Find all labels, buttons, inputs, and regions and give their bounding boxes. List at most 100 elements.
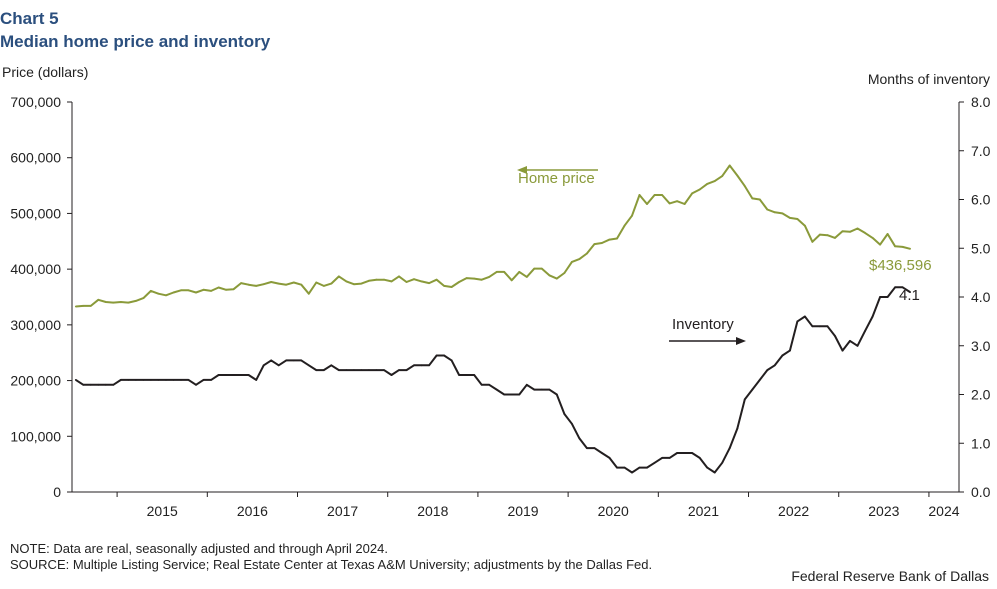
inventory-point bbox=[894, 286, 896, 289]
inventory-point bbox=[217, 374, 220, 376]
inventory-point bbox=[255, 379, 258, 381]
x-axis-tick-label: 2023 bbox=[868, 503, 899, 519]
home-price-points bbox=[74, 164, 911, 308]
home-price-point bbox=[743, 185, 746, 188]
home-price-point bbox=[210, 290, 213, 292]
right-axis-tick-label: 3.0 bbox=[971, 338, 991, 354]
home-price-point bbox=[277, 282, 280, 285]
home-price-point bbox=[563, 272, 566, 274]
inventory-point bbox=[368, 369, 370, 371]
inventory-point bbox=[871, 315, 874, 318]
inventory-point bbox=[165, 379, 167, 381]
inventory-point bbox=[428, 364, 430, 367]
x-axis-ticks: 2015 2016 2017 2018 2019 2020 2021 2022 2023 2024 bbox=[116, 492, 960, 519]
home-price-point bbox=[909, 247, 911, 250]
left-axis-tick-label: 100,000 bbox=[10, 428, 61, 444]
home-price-point bbox=[653, 194, 656, 196]
left-axis-title: Price (dollars) bbox=[2, 64, 88, 80]
home-price-point bbox=[262, 283, 265, 286]
home-price-point bbox=[601, 242, 603, 244]
home-price-point bbox=[390, 280, 393, 283]
inventory-point bbox=[518, 393, 521, 396]
home-price-point bbox=[375, 278, 378, 281]
inventory-series-line bbox=[75, 286, 911, 474]
home-price-point bbox=[721, 175, 724, 178]
inventory-point bbox=[195, 383, 197, 386]
inventory-point bbox=[676, 452, 678, 454]
inventory-point bbox=[503, 393, 506, 396]
home-price-point bbox=[503, 271, 506, 273]
inventory-end-label: 4.1 bbox=[899, 287, 920, 304]
inventory-point bbox=[405, 369, 408, 371]
home-price-point bbox=[187, 289, 190, 292]
home-price-point bbox=[112, 301, 115, 304]
home-price-point bbox=[811, 240, 814, 243]
inventory-point bbox=[104, 383, 107, 386]
inventory-point bbox=[555, 393, 558, 396]
home-price-series-label: Home price bbox=[518, 170, 595, 187]
inventory-point bbox=[593, 447, 596, 449]
inventory-point bbox=[398, 369, 400, 371]
source-text: SOURCE: Multiple Listing Service; Real E… bbox=[10, 557, 653, 572]
home-price-point bbox=[307, 292, 310, 295]
right-axis-tick-label: 7.0 bbox=[971, 143, 991, 159]
home-price-point bbox=[82, 305, 85, 307]
home-price-point bbox=[383, 278, 385, 281]
inventory-point bbox=[89, 383, 92, 386]
home-price-point bbox=[683, 203, 686, 205]
inventory-point bbox=[601, 452, 603, 454]
inventory-point bbox=[420, 364, 423, 367]
inventory-point bbox=[353, 369, 355, 371]
inventory-point bbox=[811, 325, 814, 328]
note-text: NOTE: Data are real, seasonally adjusted… bbox=[10, 541, 388, 556]
home-price-point bbox=[97, 298, 100, 301]
home-price-point bbox=[586, 252, 588, 255]
inventory-point bbox=[435, 354, 438, 357]
home-price-point bbox=[247, 283, 250, 286]
inventory-point bbox=[458, 374, 460, 376]
home-price-point bbox=[120, 301, 122, 303]
home-price-point bbox=[74, 305, 77, 308]
home-price-point bbox=[593, 243, 596, 246]
inventory-point bbox=[142, 379, 145, 381]
inventory-point bbox=[82, 383, 85, 386]
inventory-point bbox=[886, 296, 889, 298]
inventory-point bbox=[608, 457, 611, 459]
inventory-point bbox=[360, 369, 363, 371]
home-price-point bbox=[413, 278, 415, 281]
home-price-point bbox=[458, 281, 460, 283]
inventory-point bbox=[473, 374, 476, 376]
home-price-point bbox=[338, 275, 340, 278]
home-price-point bbox=[826, 234, 829, 237]
inventory-point bbox=[210, 379, 213, 381]
home-price-point bbox=[360, 282, 363, 285]
x-axis-tick-label: 2021 bbox=[688, 503, 719, 519]
home-price-point bbox=[405, 281, 408, 283]
x-axis-tick-label: 2022 bbox=[778, 503, 809, 519]
home-price-point bbox=[202, 288, 205, 291]
inventory-point bbox=[97, 383, 100, 386]
home-price-point bbox=[706, 183, 709, 185]
inventory-point bbox=[706, 466, 709, 469]
home-price-point bbox=[225, 288, 228, 291]
inventory-point bbox=[157, 379, 160, 381]
home-price-point bbox=[555, 277, 558, 280]
home-price-point bbox=[232, 288, 235, 291]
inventory-point bbox=[736, 427, 739, 430]
inventory-point bbox=[909, 291, 911, 293]
left-axis-tick-label: 400,000 bbox=[10, 261, 61, 277]
inventory-point bbox=[691, 452, 693, 454]
inventory-point bbox=[74, 379, 77, 381]
inventory-point bbox=[721, 461, 724, 464]
inventory-point bbox=[277, 364, 280, 367]
inventory-point bbox=[826, 325, 829, 328]
home-price-point bbox=[676, 200, 678, 203]
home-price-point bbox=[450, 286, 453, 288]
home-price-point bbox=[841, 230, 844, 233]
inventory-point bbox=[631, 471, 633, 474]
home-price-arrow bbox=[517, 166, 598, 174]
home-price-point bbox=[713, 180, 716, 183]
home-price-point bbox=[691, 192, 693, 195]
chart-title: Median home price and inventory bbox=[0, 32, 271, 51]
left-axis-tick-label: 200,000 bbox=[10, 373, 61, 389]
